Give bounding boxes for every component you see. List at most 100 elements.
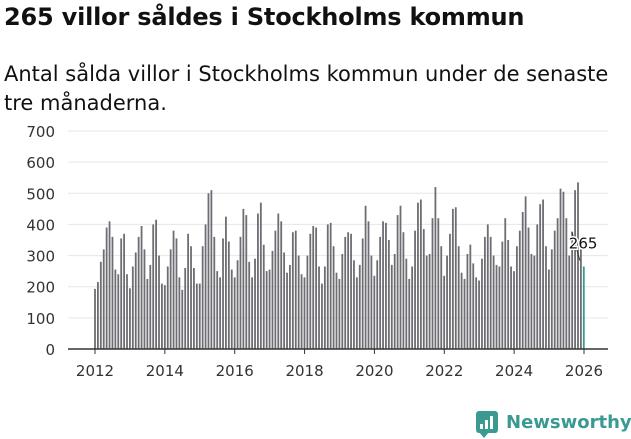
bar xyxy=(134,252,137,349)
bar xyxy=(396,215,399,349)
bar xyxy=(451,208,454,349)
bar xyxy=(457,246,460,349)
bar xyxy=(268,269,271,349)
bar xyxy=(402,232,405,349)
bar xyxy=(422,229,425,349)
bar xyxy=(236,260,239,349)
y-tick-label: 400 xyxy=(26,216,55,234)
bar-series xyxy=(94,182,585,349)
bar xyxy=(245,215,248,349)
bar xyxy=(431,218,434,349)
bar xyxy=(274,230,277,349)
bar xyxy=(513,271,515,349)
bar xyxy=(556,218,559,349)
bar xyxy=(300,274,303,349)
bar xyxy=(353,260,355,349)
x-tick-label: 2024 xyxy=(495,362,533,380)
y-tick-label: 200 xyxy=(26,279,55,297)
bar xyxy=(259,202,262,349)
bar xyxy=(510,266,512,349)
y-tick-label: 0 xyxy=(45,341,55,359)
bar xyxy=(399,205,402,349)
bar xyxy=(99,261,102,349)
bar xyxy=(449,233,451,349)
bar xyxy=(466,254,469,349)
bar xyxy=(350,233,352,349)
bar xyxy=(492,255,495,349)
bar xyxy=(553,230,556,349)
brand-name: Newsworthy xyxy=(506,411,631,433)
x-axis-tick-labels: 2012 2014 2016 2018 2020 2022 2024 2026 xyxy=(76,362,603,380)
bar xyxy=(114,269,117,349)
bar xyxy=(542,199,544,349)
bar xyxy=(443,275,446,349)
bar xyxy=(419,199,422,349)
bar xyxy=(454,207,457,349)
bar xyxy=(524,196,527,349)
bar xyxy=(326,224,329,349)
bar xyxy=(489,236,492,349)
bar xyxy=(521,211,524,349)
bar xyxy=(483,236,486,349)
x-tick-label: 2012 xyxy=(76,362,114,380)
bar xyxy=(379,236,382,349)
last-value-annotation: 265 xyxy=(567,231,599,261)
bar xyxy=(486,224,489,349)
bar xyxy=(495,264,498,349)
bar xyxy=(175,238,178,349)
bar xyxy=(536,224,539,349)
bar xyxy=(358,264,361,349)
bar xyxy=(126,274,128,349)
x-tick-label: 2014 xyxy=(146,362,184,380)
y-tick-label: 300 xyxy=(26,248,55,266)
bar xyxy=(387,240,390,349)
bar xyxy=(105,227,108,349)
bar xyxy=(230,269,233,349)
bar xyxy=(393,254,396,349)
bar xyxy=(216,271,219,349)
annotation-leader xyxy=(571,231,581,261)
bar xyxy=(283,252,286,349)
bar xyxy=(137,236,140,349)
bar xyxy=(559,188,562,349)
bar xyxy=(545,246,547,349)
bar xyxy=(291,232,294,349)
x-tick-label: 2022 xyxy=(425,362,463,380)
bar xyxy=(94,288,96,349)
bar xyxy=(155,219,158,349)
y-axis-tick-labels: 0 100 200 300 400 500 600 700 xyxy=(26,123,55,359)
bar xyxy=(382,221,384,349)
bar xyxy=(515,246,518,349)
bar xyxy=(332,246,335,349)
bar xyxy=(222,238,224,349)
bar xyxy=(166,266,169,349)
bar xyxy=(254,258,256,349)
bar xyxy=(161,283,163,349)
bar xyxy=(425,255,428,349)
bar xyxy=(323,266,326,349)
bar xyxy=(577,182,579,349)
bar xyxy=(303,277,306,349)
y-tick-label: 100 xyxy=(26,310,55,328)
bar xyxy=(193,268,195,349)
bar xyxy=(550,249,553,349)
bar xyxy=(507,240,510,349)
bar xyxy=(262,244,265,349)
bar xyxy=(527,227,530,349)
bar xyxy=(318,266,320,349)
bar xyxy=(469,244,472,349)
bar xyxy=(321,283,323,349)
bar xyxy=(446,255,448,349)
bar xyxy=(574,190,576,349)
bar xyxy=(294,230,297,349)
bar xyxy=(498,266,501,349)
bar xyxy=(411,266,414,349)
bar xyxy=(225,216,227,349)
bar xyxy=(158,255,160,349)
bar xyxy=(478,280,480,349)
x-tick-label: 2026 xyxy=(565,362,603,380)
bar xyxy=(213,236,216,349)
bar xyxy=(108,221,111,349)
bar xyxy=(190,246,192,349)
bar xyxy=(271,250,274,349)
